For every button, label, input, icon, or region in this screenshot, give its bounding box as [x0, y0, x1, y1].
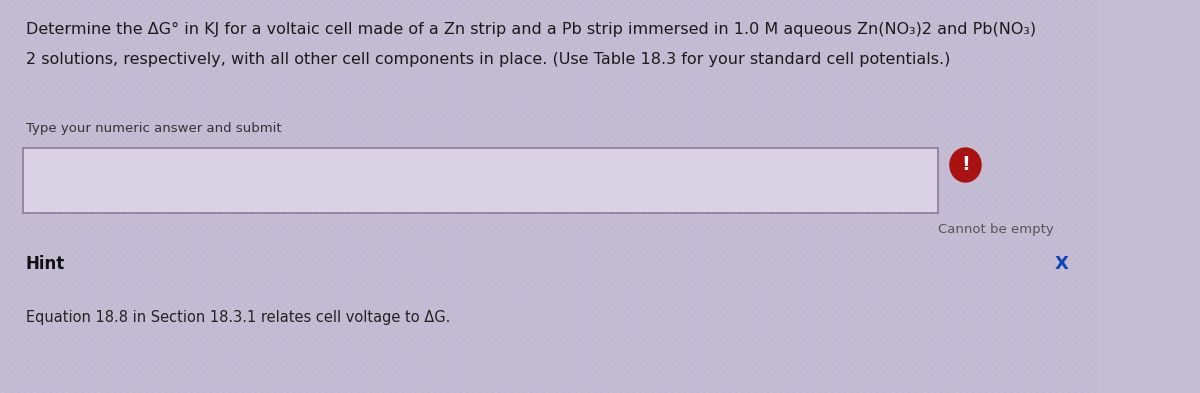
Text: 2 solutions, respectively, with all other cell components in place. (Use Table 1: 2 solutions, respectively, with all othe… [25, 52, 950, 67]
Text: Hint: Hint [25, 255, 65, 273]
Text: X: X [1055, 255, 1068, 273]
Text: Cannot be empty: Cannot be empty [938, 223, 1055, 236]
Text: Type your numeric answer and submit: Type your numeric answer and submit [25, 122, 281, 135]
Text: Equation 18.8 in Section 18.3.1 relates cell voltage to ΔG.: Equation 18.8 in Section 18.3.1 relates … [25, 310, 450, 325]
Text: Determine the ΔG° in KJ for a voltaic cell made of a Zn strip and a Pb strip imm: Determine the ΔG° in KJ for a voltaic ce… [25, 22, 1036, 37]
FancyBboxPatch shape [23, 148, 938, 213]
Circle shape [950, 148, 982, 182]
Text: !: ! [961, 156, 970, 174]
